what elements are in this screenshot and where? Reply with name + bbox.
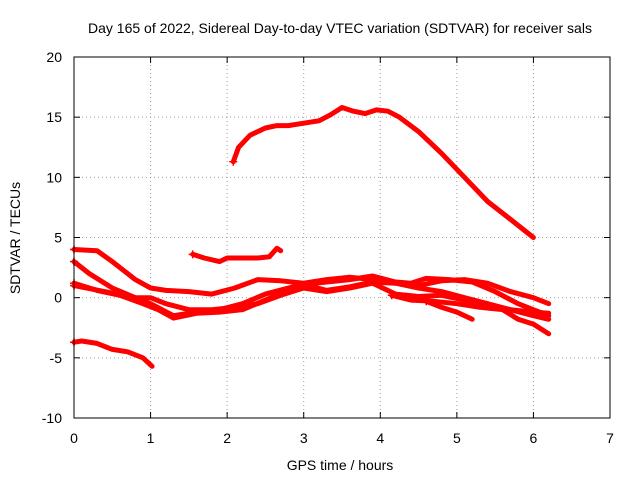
x-tick-label: 7 (606, 430, 614, 446)
y-tick-label: -10 (42, 410, 62, 426)
series-line-arc-d (71, 280, 552, 316)
series-line-arc-e (190, 245, 284, 265)
series-layer (70, 105, 552, 369)
x-tick-label: 4 (376, 430, 384, 446)
x-tick-label: 1 (147, 430, 155, 446)
x-tick-label: 3 (300, 430, 308, 446)
series-line-arc-g (71, 338, 155, 369)
y-axis-label: SDTVAR / TECUs (7, 182, 23, 294)
x-tick-label: 5 (453, 430, 461, 446)
series-marker-arc-high (229, 157, 238, 166)
series-line-arc-high (230, 105, 536, 240)
chart-title: Day 165 of 2022, Sidereal Day-to-day VTE… (88, 20, 592, 36)
series-marker-arc-f (387, 291, 396, 300)
x-axis-label: GPS time / hours (287, 457, 394, 473)
y-tick-label: -5 (50, 350, 63, 366)
tick-marks (73, 56, 611, 419)
series-marker-arc-h (422, 297, 431, 306)
series-line-arc-h (423, 298, 475, 322)
x-tick-label: 0 (70, 430, 78, 446)
series-marker-arc-e (188, 250, 197, 259)
x-tick-label: 6 (530, 430, 538, 446)
series-line-arc-b (71, 259, 552, 319)
tick-labels: 0 1 2 3 4 5 6 7 -10 -5 0 5 10 15 20 (42, 49, 614, 446)
y-tick-label: 15 (46, 109, 62, 125)
y-tick-label: 5 (54, 230, 62, 246)
series-line-arc-f (389, 292, 552, 337)
x-tick-label: 2 (223, 430, 231, 446)
y-tick-label: 10 (46, 169, 62, 185)
y-tick-label: 0 (54, 290, 62, 306)
y-tick-label: 20 (46, 49, 62, 65)
